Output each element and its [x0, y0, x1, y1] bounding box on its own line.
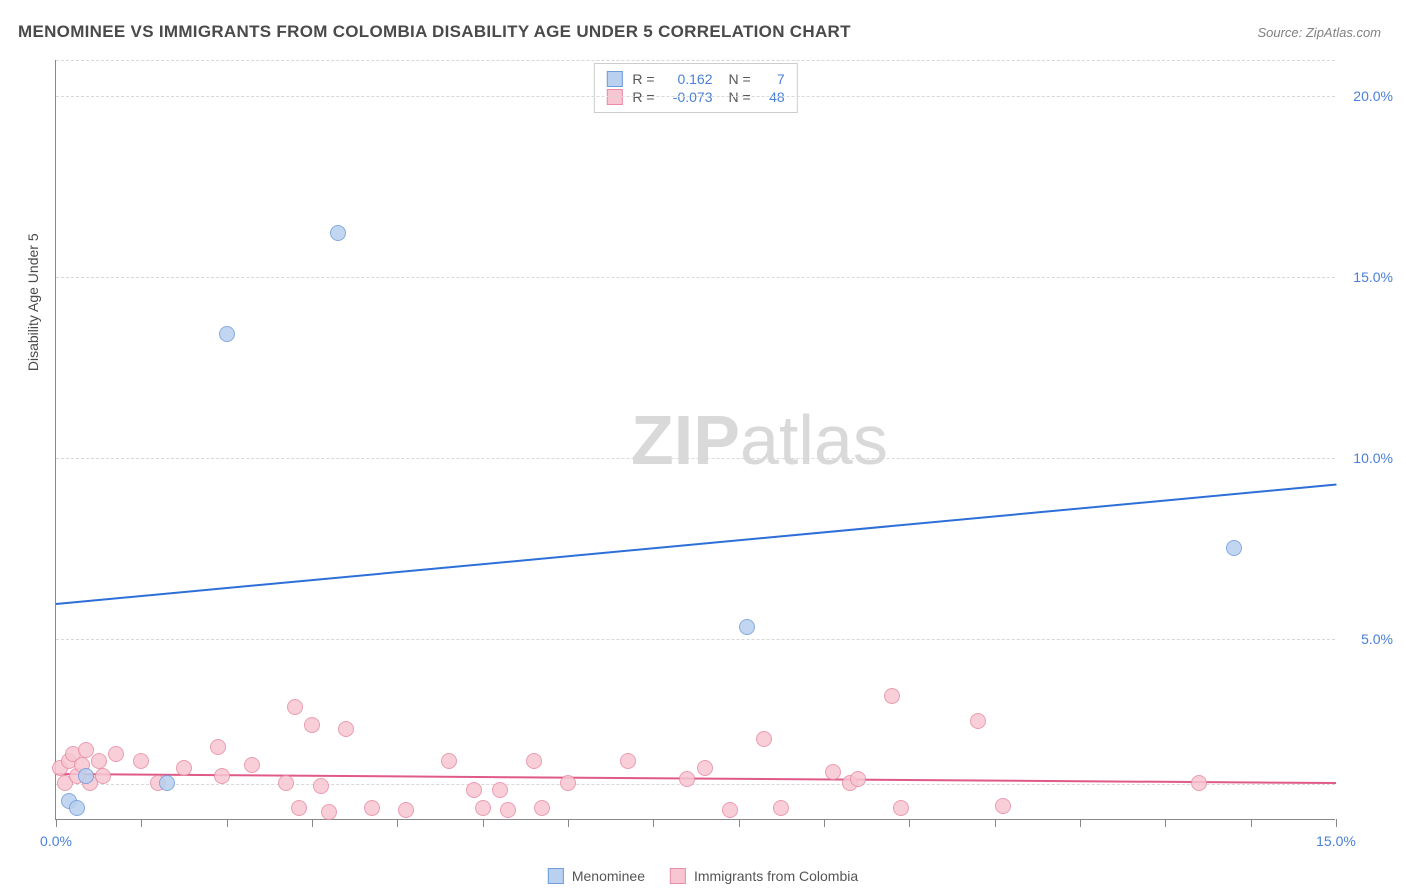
x-tick-label: 0.0% — [40, 833, 72, 849]
data-point — [219, 326, 235, 342]
data-point — [398, 802, 414, 818]
data-point — [69, 800, 85, 816]
data-point — [330, 225, 346, 241]
data-point — [722, 802, 738, 818]
y-axis-label: Disability Age Under 5 — [25, 233, 41, 371]
data-point — [364, 800, 380, 816]
data-point — [534, 800, 550, 816]
data-point — [1191, 775, 1207, 791]
data-point — [321, 804, 337, 820]
trend-line — [56, 483, 1336, 604]
legend-label: Immigrants from Colombia — [694, 868, 858, 884]
x-tick — [824, 819, 825, 827]
x-tick — [312, 819, 313, 827]
legend-r-label: R = — [632, 71, 654, 87]
chart-title: MENOMINEE VS IMMIGRANTS FROM COLOMBIA DI… — [18, 22, 851, 42]
legend-swatch — [548, 868, 564, 884]
data-point — [244, 757, 260, 773]
watermark: ZIPatlas — [631, 400, 888, 480]
y-tick-label: 10.0% — [1353, 450, 1393, 466]
x-tick — [739, 819, 740, 827]
data-point — [773, 800, 789, 816]
data-point — [78, 768, 94, 784]
legend-row: R = 0.162 N = 7 — [606, 71, 784, 87]
data-point — [291, 800, 307, 816]
data-point — [1226, 540, 1242, 556]
gridline — [56, 639, 1335, 640]
bottom-legend: Menominee Immigrants from Colombia — [548, 868, 858, 884]
x-tick — [653, 819, 654, 827]
data-point — [313, 778, 329, 794]
legend-label: Menominee — [572, 868, 645, 884]
legend-r-value: 0.162 — [661, 71, 713, 87]
x-tick — [1080, 819, 1081, 827]
data-point — [210, 739, 226, 755]
data-point — [756, 731, 772, 747]
x-tick — [56, 819, 57, 827]
x-tick — [141, 819, 142, 827]
data-point — [995, 798, 1011, 814]
x-tick — [1251, 819, 1252, 827]
chart-container: MENOMINEE VS IMMIGRANTS FROM COLOMBIA DI… — [0, 0, 1406, 892]
gridline — [56, 458, 1335, 459]
x-tick — [1336, 819, 1337, 827]
gridline — [56, 277, 1335, 278]
data-point — [526, 753, 542, 769]
data-point — [560, 775, 576, 791]
gridline — [56, 60, 1335, 61]
data-point — [287, 699, 303, 715]
y-tick-label: 5.0% — [1361, 631, 1393, 647]
x-tick — [909, 819, 910, 827]
data-point — [466, 782, 482, 798]
data-point — [500, 802, 516, 818]
data-point — [825, 764, 841, 780]
bottom-legend-item: Menominee — [548, 868, 645, 884]
gridline — [56, 96, 1335, 97]
data-point — [679, 771, 695, 787]
data-point — [176, 760, 192, 776]
x-tick-label: 15.0% — [1316, 833, 1356, 849]
data-point — [278, 775, 294, 791]
legend-swatch — [606, 71, 622, 87]
x-tick — [1165, 819, 1166, 827]
data-point — [338, 721, 354, 737]
x-tick — [227, 819, 228, 827]
data-point — [441, 753, 457, 769]
data-point — [620, 753, 636, 769]
x-tick — [483, 819, 484, 827]
gridline — [56, 784, 1335, 785]
x-tick — [568, 819, 569, 827]
legend-box: R =0.162N =7R =-0.073N =48 — [593, 63, 797, 113]
data-point — [475, 800, 491, 816]
data-point — [214, 768, 230, 784]
y-tick-label: 15.0% — [1353, 269, 1393, 285]
data-point — [108, 746, 124, 762]
data-point — [159, 775, 175, 791]
data-point — [850, 771, 866, 787]
x-tick — [397, 819, 398, 827]
data-point — [492, 782, 508, 798]
source-label: Source: ZipAtlas.com — [1257, 25, 1381, 40]
data-point — [970, 713, 986, 729]
data-point — [884, 688, 900, 704]
trend-line — [56, 773, 1336, 784]
data-point — [95, 768, 111, 784]
data-point — [739, 619, 755, 635]
data-point — [304, 717, 320, 733]
legend-n-value: 7 — [757, 71, 785, 87]
legend-n-label: N = — [729, 71, 751, 87]
legend-swatch — [670, 868, 686, 884]
data-point — [133, 753, 149, 769]
data-point — [893, 800, 909, 816]
data-point — [697, 760, 713, 776]
y-tick-label: 20.0% — [1353, 88, 1393, 104]
bottom-legend-item: Immigrants from Colombia — [670, 868, 858, 884]
plot-area: ZIPatlas R =0.162N =7R =-0.073N =48 5.0%… — [55, 60, 1335, 820]
x-tick — [995, 819, 996, 827]
